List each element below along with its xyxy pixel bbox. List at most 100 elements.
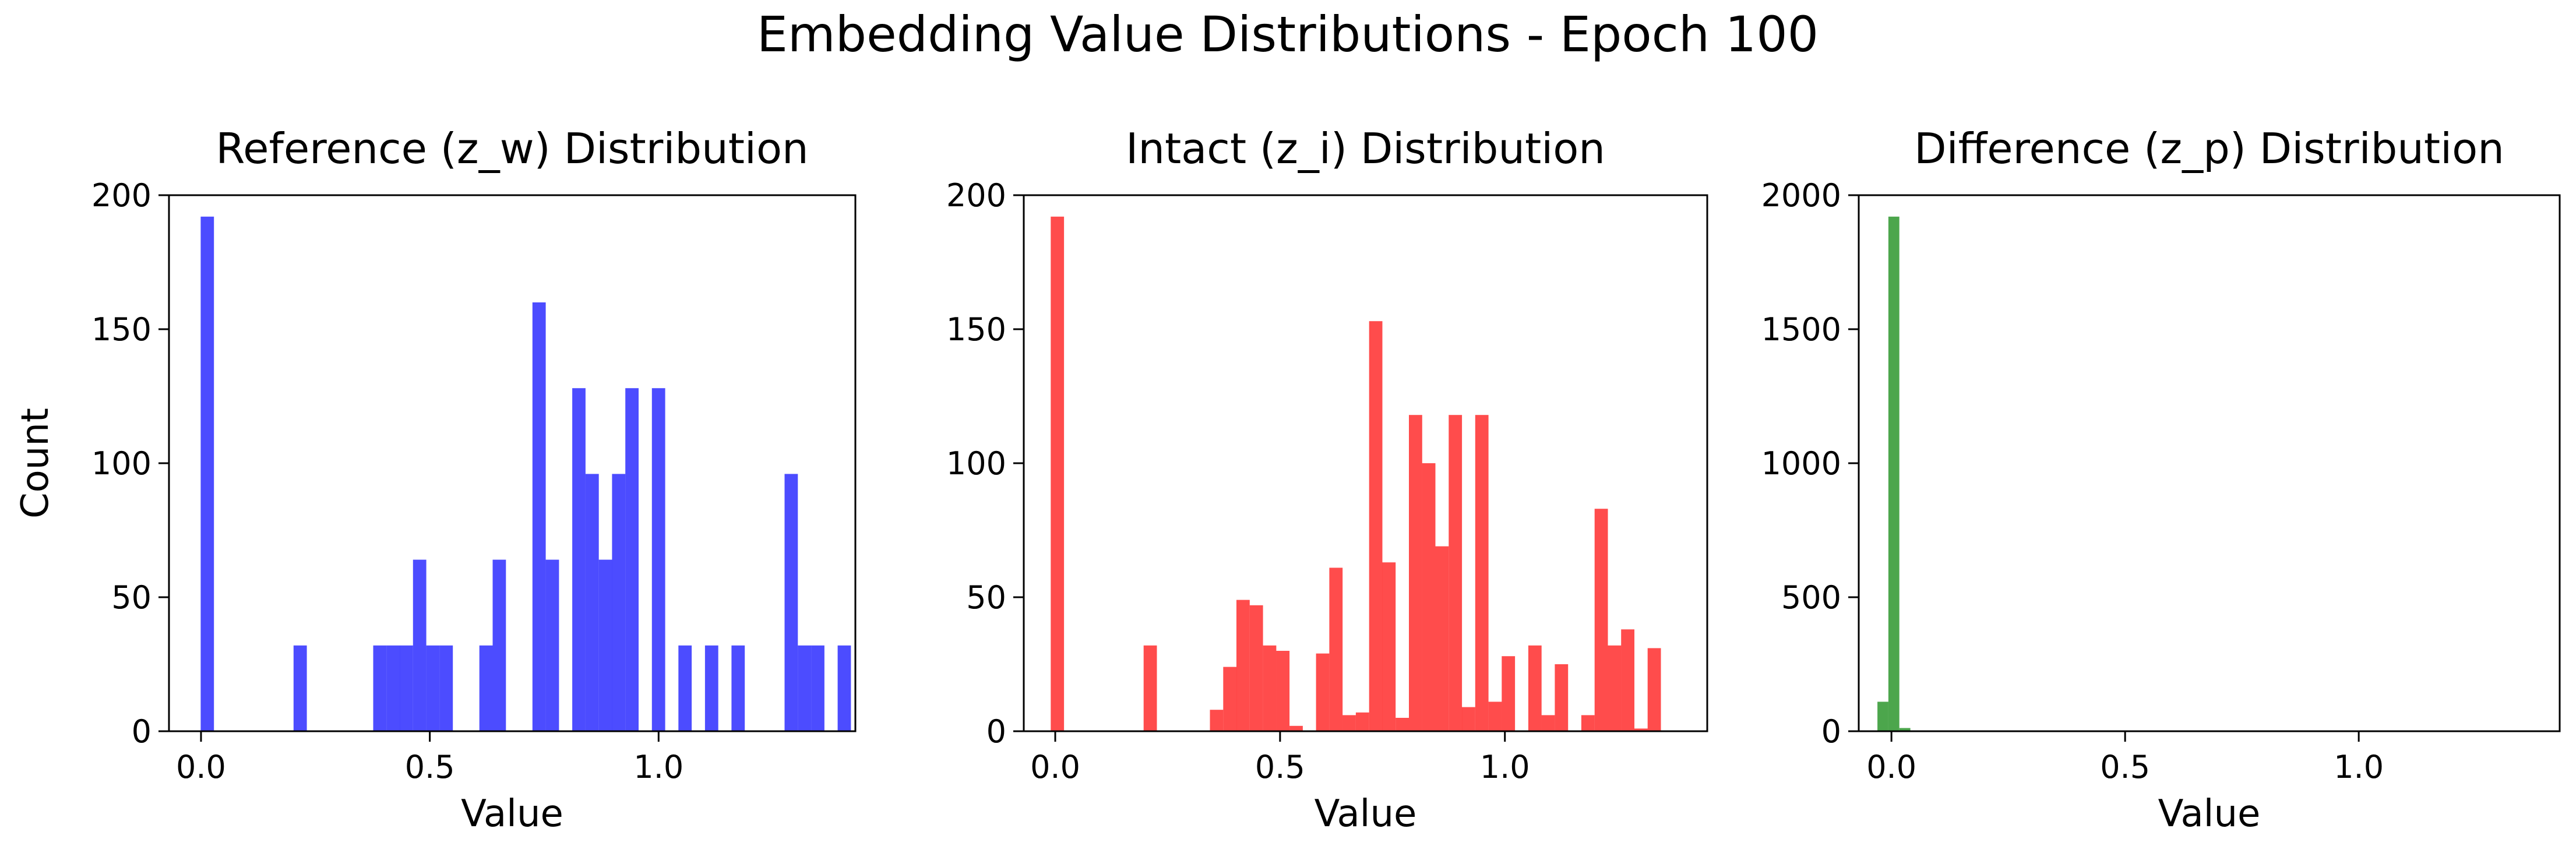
reference-bar — [200, 216, 214, 731]
difference-bar — [1899, 728, 1911, 731]
difference-y-tick-label: 500 — [1781, 579, 1841, 616]
reference-bar — [545, 559, 559, 731]
intact-bar — [1369, 321, 1383, 731]
intact-y-tick-label: 100 — [946, 445, 1006, 482]
intact-bar — [1608, 645, 1622, 731]
figure-title: Embedding Value Distributions - Epoch 10… — [757, 6, 1819, 63]
intact-bar — [1462, 707, 1475, 731]
difference-y-tick-label: 2000 — [1761, 177, 1841, 214]
intact-panel: 0.0 0.5 1.0 0 50 100 150 200 Intact (z_i) Distri… — [946, 124, 1708, 836]
reference-panel: 0.0 0.5 1.0 0 50 100 150 200 Reference (z_w) Dis… — [14, 124, 857, 836]
reference-y-label: Count — [14, 408, 57, 519]
reference-bar — [532, 302, 546, 731]
intact-bar — [1289, 725, 1303, 731]
intact-bar — [1223, 667, 1237, 731]
difference-bar — [1888, 216, 1900, 731]
intact-bar — [1647, 648, 1661, 731]
intact-bar — [1382, 562, 1396, 731]
reference-x-tick-label: 0.0 — [176, 749, 226, 785]
reference-bar — [373, 645, 387, 731]
intact-bar — [1342, 715, 1356, 731]
reference-bar — [386, 645, 400, 731]
difference-y-tick-label: 1000 — [1761, 445, 1841, 482]
reference-y-tick-label: 150 — [91, 311, 151, 348]
intact-y-tick-label: 50 — [966, 579, 1006, 616]
intact-bar — [1435, 546, 1449, 731]
reference-bar — [612, 474, 626, 731]
intact-bar — [1396, 718, 1409, 731]
reference-bar — [479, 645, 493, 731]
difference-bars — [1877, 216, 1911, 731]
intact-bar — [1594, 509, 1608, 731]
intact-bar — [1502, 656, 1516, 731]
reference-x-tick-label: 0.5 — [405, 749, 455, 785]
intact-bar — [1488, 702, 1502, 731]
intact-x-label: Value — [1315, 792, 1417, 836]
reference-bar — [798, 645, 812, 731]
difference-panel: 0.0 0.5 1.0 0 500 1000 1500 2000 Difference (z_p… — [1761, 124, 2561, 836]
intact-y-tick-label: 150 — [946, 311, 1006, 348]
reference-y-tick-label: 100 — [91, 445, 151, 482]
intact-bar — [1051, 216, 1065, 731]
difference-x-tick-label: 0.0 — [1866, 749, 1916, 785]
difference-y-tick-label: 0 — [1821, 713, 1841, 750]
reference-bar — [439, 645, 453, 731]
intact-bar — [1249, 605, 1263, 731]
reference-bar — [811, 645, 824, 731]
intact-bar — [1276, 651, 1290, 731]
intact-bar — [1355, 712, 1369, 731]
intact-bar — [1581, 715, 1595, 731]
difference-y-tick-label: 1500 — [1761, 311, 1841, 348]
reference-bar — [678, 645, 692, 731]
intact-bar — [1236, 600, 1250, 731]
intact-bar — [1475, 415, 1489, 731]
reference-title: Reference (z_w) Distribution — [216, 124, 808, 173]
intact-x-tick-label: 0.5 — [1255, 749, 1305, 785]
difference-x-tick-label: 1.0 — [2334, 749, 2384, 785]
reference-y-tick-label: 0 — [132, 713, 151, 750]
intact-bar — [1409, 415, 1422, 731]
reference-y-tick-label: 50 — [111, 579, 151, 616]
intact-x-tick-label: 0.0 — [1030, 749, 1080, 785]
intact-bar — [1528, 645, 1542, 731]
intact-bar — [1316, 653, 1330, 731]
intact-bar — [1143, 645, 1157, 731]
intact-bar — [1263, 645, 1277, 731]
difference-x-tick-label: 0.5 — [2100, 749, 2150, 785]
reference-bar — [585, 474, 599, 731]
difference-x-label: Value — [2158, 792, 2261, 836]
reference-bar — [426, 645, 440, 731]
intact-bar — [1621, 629, 1634, 731]
intact-title: Intact (z_i) Distribution — [1126, 124, 1605, 173]
difference-title: Difference (z_p) Distribution — [1914, 124, 2504, 173]
reference-bar — [704, 645, 718, 731]
reference-x-tick-label: 1.0 — [633, 749, 683, 785]
intact-y-tick-label: 0 — [986, 713, 1006, 750]
intact-y-tick-label: 200 — [946, 177, 1006, 214]
reference-bar — [400, 645, 413, 731]
intact-bar — [1541, 715, 1555, 731]
reference-bar — [837, 645, 851, 731]
intact-bar — [1555, 664, 1569, 731]
reference-bar — [492, 559, 506, 731]
intact-bars — [1051, 216, 1661, 731]
reference-bar — [784, 474, 798, 731]
intact-bar — [1210, 710, 1224, 731]
reference-bar — [572, 388, 586, 731]
intact-bar — [1422, 463, 1436, 731]
intact-bar — [1449, 415, 1463, 731]
reference-bar — [731, 645, 745, 731]
reference-bar — [413, 559, 427, 731]
difference-bar — [1877, 702, 1888, 731]
reference-bars — [200, 216, 851, 731]
reference-bar — [651, 388, 665, 731]
intact-bar — [1329, 568, 1343, 731]
intact-x-tick-label: 1.0 — [1480, 749, 1530, 785]
reference-bar — [293, 645, 307, 731]
reference-y-tick-label: 200 — [91, 177, 151, 214]
reference-bar — [598, 559, 612, 731]
subplot-grid: 0.0 0.5 1.0 0 50 100 150 200 Reference (z_w) Dis… — [14, 124, 2561, 836]
intact-bar — [1634, 728, 1648, 731]
reference-x-label: Value — [461, 792, 563, 836]
